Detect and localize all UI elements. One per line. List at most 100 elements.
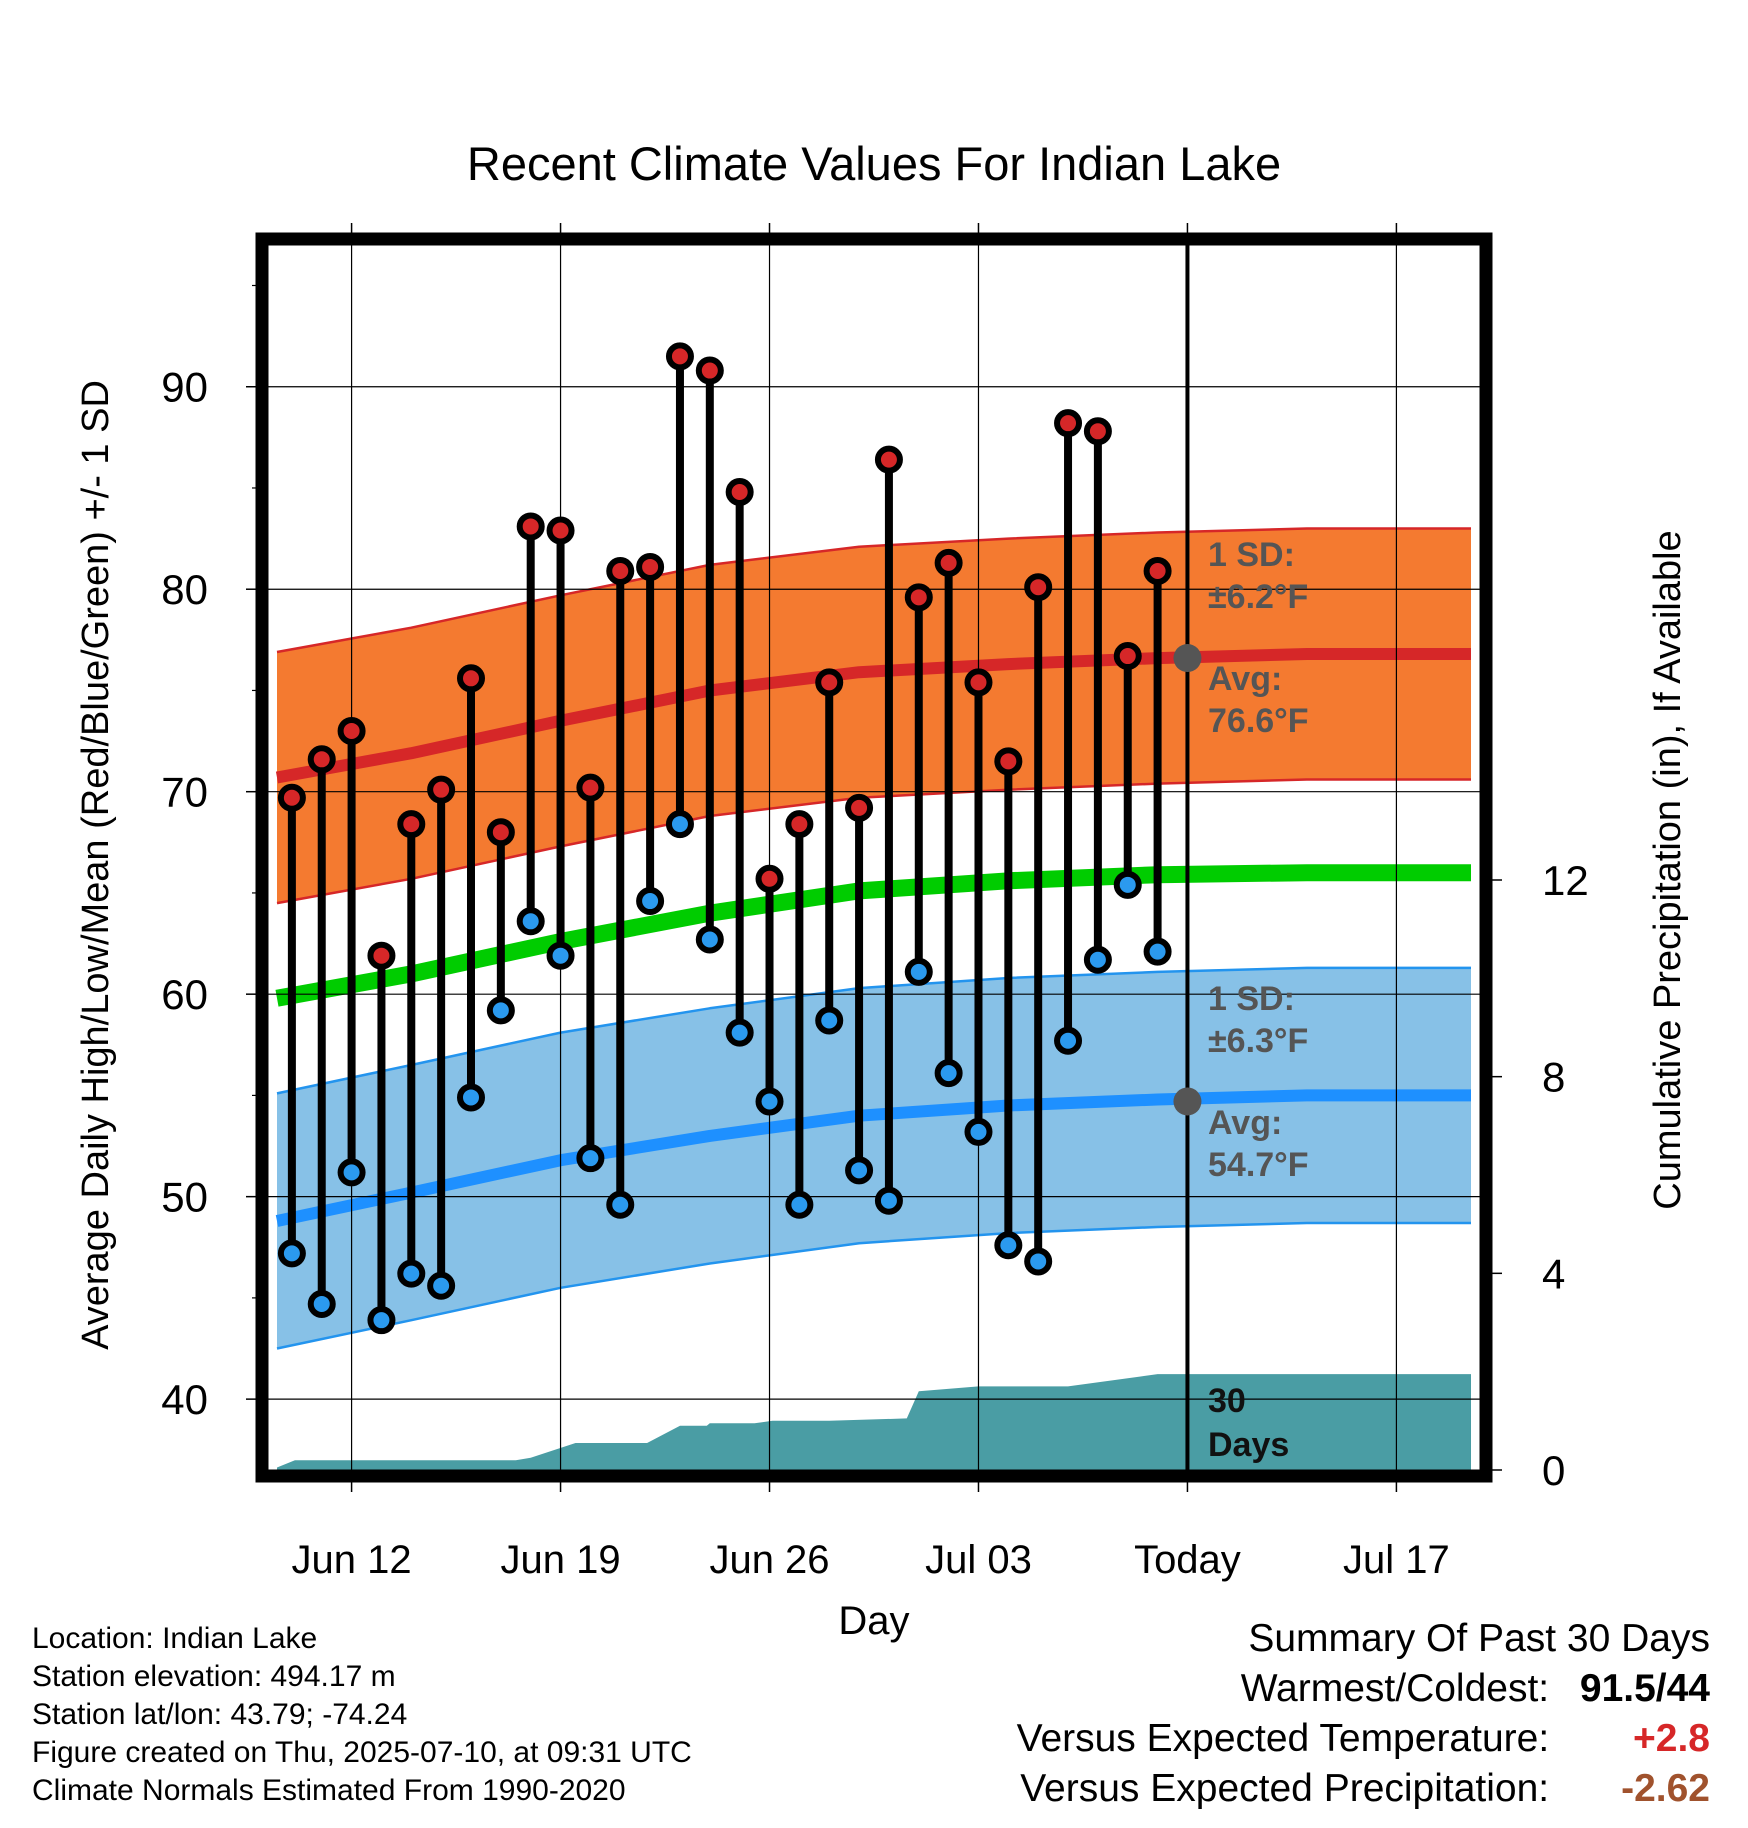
low-point <box>397 1259 426 1288</box>
x-tick-label: Jun 12 <box>292 1538 412 1582</box>
high-point <box>576 773 605 802</box>
high-point <box>636 552 665 581</box>
high-point <box>934 548 963 577</box>
plot-frame <box>255 232 1493 1483</box>
low-point <box>546 941 575 970</box>
low-point <box>1083 945 1112 974</box>
station-info: Location: Indian Lake Station elevation:… <box>32 1620 692 1810</box>
y2-tick-label: 12 <box>1542 857 1589 904</box>
x-tick-label: Jul 17 <box>1343 1538 1450 1582</box>
summary-temp-label: Versus Expected Temperature: <box>1016 1717 1550 1760</box>
period-unit: Days <box>1208 1426 1289 1464</box>
high-point <box>516 512 545 541</box>
low-point <box>307 1289 336 1318</box>
high-sd-band <box>277 528 1471 904</box>
x-axis-label: Day <box>838 1599 909 1643</box>
low-point <box>964 1117 993 1146</box>
low-avg-value: 54.7°F <box>1208 1146 1309 1184</box>
high-point <box>546 516 575 545</box>
summary-warmest-label: Warmest/Coldest: <box>1240 1667 1550 1710</box>
summary-precip-value: -2.62 <box>1621 1767 1710 1810</box>
today-low-avg-marker <box>1173 1087 1202 1116</box>
summary-panel: Summary Of Past 30 Days Warmest/Coldest:… <box>1017 1614 1710 1814</box>
y-tick-label: 80 <box>161 566 208 613</box>
high-point <box>845 793 874 822</box>
low-point <box>636 887 665 916</box>
observations-layer <box>277 342 1202 1335</box>
x-tick-label: Jun 19 <box>500 1538 620 1582</box>
low-point <box>1113 870 1142 899</box>
high-point <box>755 864 784 893</box>
high-point <box>904 583 933 612</box>
high-point <box>1143 556 1172 585</box>
x-tick-label: Jul 03 <box>925 1538 1032 1582</box>
info-created: Figure created on Thu, 2025-07-10, at 09… <box>32 1736 692 1769</box>
low-point <box>456 1083 485 1112</box>
high-point <box>964 668 993 697</box>
high-point <box>695 356 724 385</box>
high-avg-value: 76.6°F <box>1208 702 1309 740</box>
low-sd-label: 1 SD: <box>1208 980 1295 1018</box>
high-sd-label: 1 SD: <box>1208 536 1295 574</box>
high-point <box>1083 417 1112 446</box>
precip-area <box>277 1374 1471 1470</box>
low-point <box>695 925 724 954</box>
high-point <box>427 775 456 804</box>
y2-tick-label: 0 <box>1542 1447 1565 1494</box>
high-point <box>606 556 635 585</box>
low-point <box>874 1186 903 1215</box>
low-point <box>1024 1247 1053 1276</box>
high-band-upper-edge <box>276 527 1471 654</box>
info-latlon: Station lat/lon: 43.79; -74.24 <box>32 1698 408 1731</box>
low-point <box>516 907 545 936</box>
low-point <box>277 1239 306 1268</box>
low-point <box>815 1006 844 1035</box>
summary-warmest-row: Warmest/Coldest: 91.5/44 <box>1017 1664 1710 1714</box>
x-tick-label: Today <box>1134 1538 1241 1582</box>
high-point <box>486 818 515 847</box>
today-high-avg-marker <box>1173 644 1202 673</box>
high-point <box>277 783 306 812</box>
y2-tick-label: 8 <box>1542 1054 1565 1101</box>
low-point <box>367 1306 396 1335</box>
y-tick-label: 70 <box>161 769 208 816</box>
high-point <box>665 342 694 371</box>
low-point <box>725 1018 754 1047</box>
low-point <box>785 1190 814 1219</box>
info-elevation: Station elevation: 494.17 m <box>32 1660 396 1693</box>
low-sd-band <box>277 967 1471 1349</box>
low-sd-value: ±6.3°F <box>1208 1022 1308 1060</box>
high-point <box>994 747 1023 776</box>
summary-warmest-value: 91.5/44 <box>1579 1667 1710 1710</box>
chart-title: Recent Climate Values For Indian Lake <box>467 137 1281 190</box>
info-location: Location: Indian Lake <box>32 1622 318 1655</box>
summary-precip-row: Versus Expected Precipitation: -2.62 <box>1017 1764 1710 1814</box>
high-sd-value: ±6.2°F <box>1208 578 1308 616</box>
low-point <box>1054 1026 1083 1055</box>
y-tick-label: 60 <box>161 971 208 1018</box>
high-point <box>1113 642 1142 671</box>
low-point <box>755 1087 784 1116</box>
high-point <box>307 745 336 774</box>
summary-title: Summary Of Past 30 Days <box>1248 1617 1710 1660</box>
low-avg-label: Avg: <box>1208 1104 1282 1142</box>
high-point <box>725 478 754 507</box>
low-point <box>904 957 933 986</box>
high-avg-label: Avg: <box>1208 660 1282 698</box>
low-point <box>427 1271 456 1300</box>
low-point <box>337 1158 366 1187</box>
high-point <box>815 668 844 697</box>
y-axis-label: Average Daily High/Low/Mean (Red/Blue/Gr… <box>75 380 117 1350</box>
frame-layer <box>246 223 1502 1492</box>
low-point <box>845 1156 874 1185</box>
high-point <box>397 810 426 839</box>
summary-temp-value: +2.8 <box>1633 1717 1710 1760</box>
info-normals: Climate Normals Estimated From 1990-2020 <box>32 1774 626 1807</box>
y-tick-label: 90 <box>161 364 208 411</box>
summary-temp-row: Versus Expected Temperature: +2.8 <box>1017 1714 1710 1764</box>
low-point <box>994 1231 1023 1260</box>
period-number: 30 <box>1208 1382 1246 1420</box>
low-point <box>665 810 694 839</box>
high-normal-line <box>275 648 1471 784</box>
high-point <box>874 445 903 474</box>
